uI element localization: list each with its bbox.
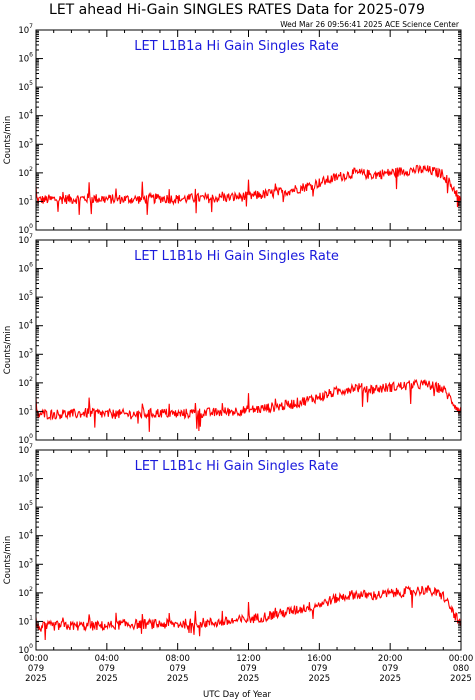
- svg-text:079: 079: [382, 664, 398, 674]
- svg-text:00:00: 00:00: [449, 654, 474, 664]
- y-tick-label: 100: [18, 223, 33, 236]
- panel-title-3: LET L1B1c Hi Gain Singles Rate: [135, 459, 339, 474]
- plot-frame-2: [35, 239, 462, 441]
- y-tick-label: 101: [18, 404, 33, 417]
- y-tick-label: 106: [18, 262, 33, 275]
- series-line-3: [35, 585, 462, 641]
- svg-text:079: 079: [28, 664, 44, 674]
- y-tick-label: 103: [18, 137, 33, 150]
- svg-text:079: 079: [99, 664, 115, 674]
- y-tick-label: 105: [18, 290, 33, 303]
- svg-text:2025: 2025: [238, 674, 260, 684]
- y-tick-label: 104: [18, 109, 33, 122]
- y-tick-label: 100: [18, 433, 33, 446]
- svg-text:2025: 2025: [25, 674, 47, 684]
- panel-3: LET L1B1c Hi Gain Singles Rate 100 101 102 1…: [3, 443, 462, 656]
- svg-text:2025: 2025: [379, 674, 401, 684]
- svg-text:2025: 2025: [167, 674, 189, 684]
- svg-text:2025: 2025: [450, 674, 472, 684]
- svg-text:2025: 2025: [96, 674, 118, 684]
- y-tick-label: 107: [18, 233, 33, 246]
- y-axis-label-3: Counts/min: [3, 536, 13, 585]
- series-line-2: [35, 378, 462, 432]
- y-axis-label-2: Counts/min: [3, 326, 13, 375]
- y-tick-label: 106: [18, 52, 33, 65]
- svg-text:00:00: 00:00: [24, 654, 49, 664]
- svg-text:08:00: 08:00: [165, 654, 190, 664]
- plot-frame-3: [35, 449, 462, 651]
- y-tick-label: 103: [18, 557, 33, 570]
- svg-text:079: 079: [170, 664, 186, 674]
- svg-text:04:00: 04:00: [95, 654, 120, 664]
- svg-text:12:00: 12:00: [236, 654, 261, 664]
- panel-1: LET L1B1a Hi Gain Singles Rate 100 101 102 1…: [3, 23, 462, 236]
- y-tick-label: 102: [18, 586, 33, 599]
- y-tick-label: 105: [18, 80, 33, 93]
- series-line-1: [35, 164, 462, 215]
- panel-title-2: LET L1B1b Hi Gain Singles Rate: [134, 249, 339, 264]
- panel-title-1: LET L1B1a Hi Gain Singles Rate: [134, 39, 339, 54]
- x-axis-label: UTC Day of Year: [203, 690, 271, 700]
- y-tick-label: 106: [18, 472, 33, 485]
- y-tick-label: 105: [18, 500, 33, 513]
- y-tick-label: 104: [18, 319, 33, 332]
- svg-text:2025: 2025: [309, 674, 331, 684]
- y-tick-label: 102: [18, 376, 33, 389]
- y-tick-label: 101: [18, 194, 33, 207]
- y-tick-label: 103: [18, 347, 33, 360]
- timestamp: Wed Mar 26 09:56:41 2025 ACE Science Cen…: [280, 20, 460, 29]
- y-tick-label: 104: [18, 529, 33, 542]
- svg-text:079: 079: [240, 664, 256, 674]
- panel-2: LET L1B1b Hi Gain Singles Rate 100 101 102 1…: [3, 233, 462, 446]
- y-tick-label: 102: [18, 166, 33, 179]
- panels: LET L1B1a Hi Gain Singles Rate 100 101 102 1…: [3, 23, 473, 684]
- svg-text:20:00: 20:00: [378, 654, 403, 664]
- y-tick-label: 100: [18, 643, 33, 656]
- svg-text:080: 080: [453, 664, 469, 674]
- y-tick-label: 107: [18, 23, 33, 36]
- svg-text:079: 079: [311, 664, 327, 674]
- y-axis-label-1: Counts/min: [3, 116, 13, 165]
- page-title: LET ahead Hi-Gain SINGLES RATES Data for…: [49, 2, 425, 18]
- y-tick-label: 107: [18, 443, 33, 456]
- y-tick-label: 101: [18, 614, 33, 627]
- svg-text:16:00: 16:00: [307, 654, 332, 664]
